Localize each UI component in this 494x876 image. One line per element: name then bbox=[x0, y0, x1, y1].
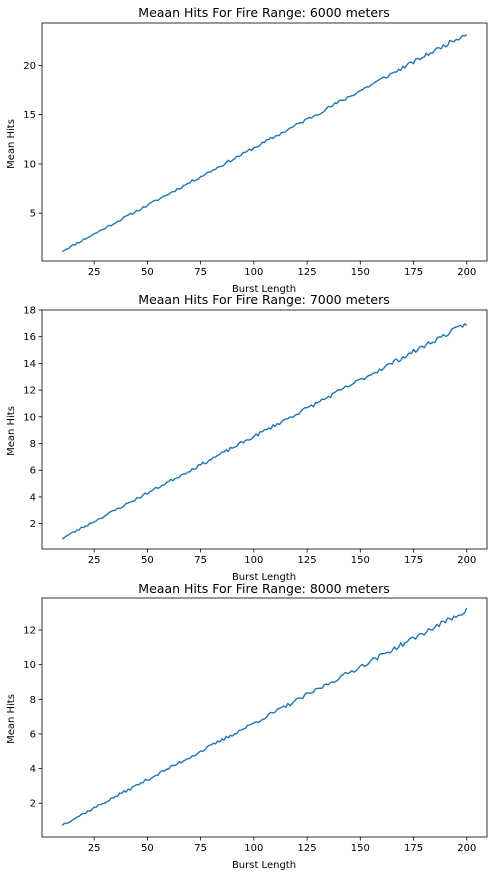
chart-2-plot-area: 25 50 75 100 125 150 175 200 2 4 6 8 10 12 14 16 18 bbox=[23, 306, 488, 566]
chart-3-title: Meaan Hits For Fire Range: 8000 meters bbox=[138, 581, 389, 596]
chart-3-xtick-label: 100 bbox=[244, 843, 263, 854]
chart-3-ylabel: Mean Hits bbox=[6, 694, 17, 744]
chart-2-ytick-label: 16 bbox=[23, 332, 36, 343]
chart-2-xtick-label: 75 bbox=[194, 555, 207, 566]
chart-2-xtick-label: 50 bbox=[141, 555, 154, 566]
chart-1-axes-frame bbox=[41, 22, 488, 262]
subplot-2: Meaan Hits For Fire Range: 7000 meters 2… bbox=[6, 292, 488, 583]
chart-3-plot-area: 25 50 75 100 125 150 175 200 2 4 6 8 10 12 bbox=[23, 597, 488, 854]
chart-1-xtick-label: 75 bbox=[194, 267, 207, 278]
chart-2-xtick-label: 175 bbox=[404, 555, 423, 566]
chart-2-xtick-label: 200 bbox=[457, 555, 476, 566]
chart-1-ylabel: Mean Hits bbox=[6, 119, 17, 169]
subplot-3: Meaan Hits For Fire Range: 8000 meters 2… bbox=[6, 581, 488, 871]
subplot-1: Meaan Hits For Fire Range: 6000 meters 2… bbox=[6, 5, 488, 295]
chart-3-xtick-label: 150 bbox=[351, 843, 370, 854]
chart-3-axes-frame bbox=[41, 597, 488, 838]
chart-2-xlabel: Burst Length bbox=[232, 572, 296, 583]
chart-3-series-line-1 bbox=[61, 607, 468, 826]
chart-2-ytick-label: 2 bbox=[30, 519, 36, 530]
chart-2-ylabel: Mean Hits bbox=[6, 406, 17, 456]
chart-1-xtick-label: 200 bbox=[457, 267, 476, 278]
chart-1-xtick-label: 150 bbox=[351, 267, 370, 278]
chart-1-xtick-label: 25 bbox=[88, 267, 101, 278]
chart-1-series-line-1 bbox=[61, 34, 468, 253]
chart-2-ytick-label: 12 bbox=[23, 386, 36, 397]
chart-1-xtick-label: 125 bbox=[298, 267, 317, 278]
chart-3-xtick-label: 25 bbox=[88, 843, 101, 854]
chart-1-xlabel: Burst Length bbox=[232, 284, 296, 295]
chart-2-ytick-label: 6 bbox=[30, 466, 36, 477]
chart-1-xtick-label: 100 bbox=[244, 267, 263, 278]
chart-3-xtick-label: 50 bbox=[141, 843, 154, 854]
chart-3-ytick-label: 10 bbox=[23, 660, 36, 671]
chart-2-title: Meaan Hits For Fire Range: 7000 meters bbox=[138, 292, 389, 307]
chart-2-xtick-label: 100 bbox=[244, 555, 263, 566]
chart-3-ytick-label: 2 bbox=[30, 799, 36, 810]
chart-1-ytick-label: 10 bbox=[23, 159, 36, 170]
chart-3-ytick-label: 8 bbox=[30, 695, 36, 706]
chart-1-ytick-label: 20 bbox=[23, 61, 36, 72]
chart-2-ytick-label: 10 bbox=[23, 412, 36, 423]
chart-3-xlabel: Burst Length bbox=[232, 860, 296, 871]
chart-1-plot-area: 25 50 75 100 125 150 175 200 5 10 15 20 bbox=[23, 22, 488, 278]
chart-3-xtick-label: 175 bbox=[404, 843, 423, 854]
chart-1-ytick-label: 15 bbox=[23, 110, 36, 121]
chart-2-xtick-label: 25 bbox=[88, 555, 101, 566]
chart-2-ytick-label: 4 bbox=[30, 492, 36, 503]
chart-1-ytick-label: 5 bbox=[30, 209, 36, 220]
chart-2-series-line-1 bbox=[61, 323, 468, 540]
chart-3-xtick-label: 125 bbox=[298, 843, 317, 854]
chart-3-ytick-label: 6 bbox=[30, 729, 36, 740]
chart-2-ytick-label: 18 bbox=[23, 306, 36, 317]
chart-2-xtick-label: 125 bbox=[298, 555, 317, 566]
chart-3-xtick-label: 200 bbox=[457, 843, 476, 854]
chart-3-xtick-label: 75 bbox=[194, 843, 207, 854]
chart-2-ytick-label: 14 bbox=[23, 359, 36, 370]
chart-3-ytick-label: 12 bbox=[23, 626, 36, 637]
chart-2-ytick-label: 8 bbox=[30, 439, 36, 450]
chart-2-axes-frame bbox=[41, 309, 488, 550]
chart-3-ytick-label: 4 bbox=[30, 764, 36, 775]
chart-1-title: Meaan Hits For Fire Range: 6000 meters bbox=[138, 5, 389, 20]
chart-1-xtick-label: 175 bbox=[404, 267, 423, 278]
chart-2-xtick-label: 150 bbox=[351, 555, 370, 566]
chart-1-xtick-label: 50 bbox=[141, 267, 154, 278]
